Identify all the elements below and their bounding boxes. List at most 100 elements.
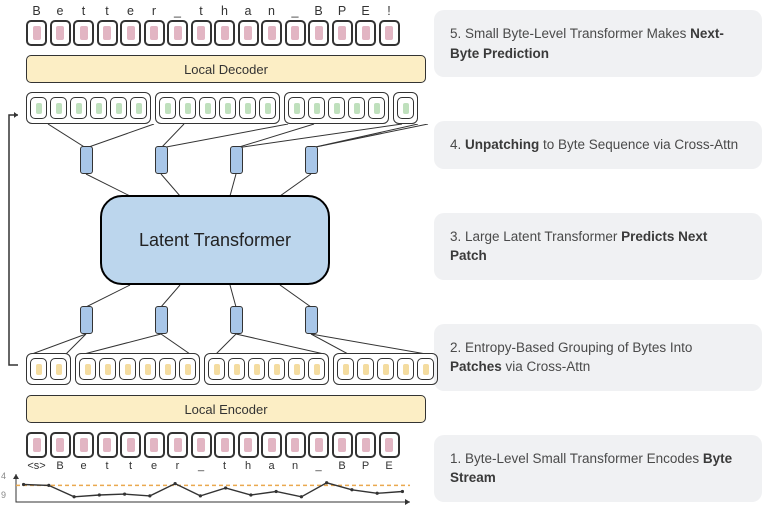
byte-token xyxy=(379,432,400,458)
patch-token xyxy=(288,358,305,380)
local-encoder-label: Local Encoder xyxy=(184,402,267,417)
patch-embedding xyxy=(80,306,93,334)
byte-token xyxy=(144,432,165,458)
input-letter: h xyxy=(238,460,259,472)
output-letter: t xyxy=(97,4,118,18)
entropy-plot xyxy=(6,472,426,510)
byte-token xyxy=(50,20,71,46)
patch-group xyxy=(155,92,280,124)
patch-embedding xyxy=(305,146,318,174)
patch-embedding xyxy=(230,146,243,174)
encoder-patches-row xyxy=(26,353,438,385)
top-patch-embeddings xyxy=(80,146,318,174)
bottom-fanout-lines xyxy=(26,334,430,354)
output-letter: r xyxy=(144,4,165,18)
byte-token xyxy=(191,432,212,458)
byte-token xyxy=(26,432,47,458)
output-letter: e xyxy=(50,4,71,18)
patch-token xyxy=(50,358,67,380)
output-tokens-row xyxy=(26,20,400,46)
patch-token xyxy=(417,358,434,380)
byte-token xyxy=(214,20,235,46)
input-letter: B xyxy=(332,460,353,472)
patch-token xyxy=(199,97,216,119)
patch-embedding xyxy=(230,306,243,334)
local-decoder-box: Local Decoder xyxy=(26,55,426,83)
patch-embedding xyxy=(80,146,93,174)
patch-token xyxy=(79,358,96,380)
byte-token xyxy=(238,432,259,458)
patch-token xyxy=(139,358,156,380)
input-letter: n xyxy=(285,460,306,472)
patch-token xyxy=(288,97,305,119)
output-letter: B xyxy=(26,4,47,18)
byte-token xyxy=(120,20,141,46)
input-letter: P xyxy=(355,460,376,472)
patch-token xyxy=(99,358,116,380)
output-letter: P xyxy=(332,4,353,18)
byte-token xyxy=(167,20,188,46)
input-letter: r xyxy=(167,460,188,472)
byte-token xyxy=(238,20,259,46)
step-item: 3. Large Latent Transformer Predicts Nex… xyxy=(434,213,762,280)
local-encoder-box: Local Encoder xyxy=(26,395,426,423)
input-letter: t xyxy=(120,460,141,472)
byte-token xyxy=(73,432,94,458)
byte-token xyxy=(50,432,71,458)
patch-token xyxy=(239,97,256,119)
byte-token xyxy=(308,20,329,46)
step-item: 5. Small Byte-Level Transformer Makes Ne… xyxy=(434,10,762,77)
output-letter: e xyxy=(120,4,141,18)
byte-token xyxy=(355,20,376,46)
input-letter: t xyxy=(214,460,235,472)
decoder-patches-row xyxy=(26,92,418,124)
patch-token xyxy=(208,358,225,380)
patch-token xyxy=(348,97,365,119)
patch-token xyxy=(357,358,374,380)
steps-panel: 5. Small Byte-Level Transformer Makes Ne… xyxy=(430,0,770,512)
patch-token xyxy=(337,358,354,380)
patch-token xyxy=(119,358,136,380)
byte-token xyxy=(73,20,94,46)
top-into-latent-lines xyxy=(80,174,340,196)
byte-token xyxy=(332,20,353,46)
patch-token xyxy=(179,97,196,119)
byte-token xyxy=(285,432,306,458)
byte-token xyxy=(261,432,282,458)
architecture-diagram: Better_than_BPE! Local Decoder L xyxy=(0,0,430,512)
local-decoder-label: Local Decoder xyxy=(184,62,268,77)
step-item: 4. Unpatching to Byte Sequence via Cross… xyxy=(434,121,762,169)
byte-token xyxy=(97,20,118,46)
patch-embedding xyxy=(155,146,168,174)
output-letter: t xyxy=(191,4,212,18)
output-letter: a xyxy=(238,4,259,18)
input-tokens-row xyxy=(26,432,400,458)
byte-token xyxy=(26,20,47,46)
patch-embedding xyxy=(305,306,318,334)
input-letter: e xyxy=(73,460,94,472)
patch-token xyxy=(248,358,265,380)
patch-group xyxy=(393,92,418,124)
latent-transformer-label: Latent Transformer xyxy=(139,230,291,251)
byte-token xyxy=(144,20,165,46)
byte-token xyxy=(261,20,282,46)
patch-token xyxy=(397,97,414,119)
patch-token xyxy=(328,97,345,119)
byte-token xyxy=(167,432,188,458)
output-letter: t xyxy=(73,4,94,18)
input-letter: E xyxy=(379,460,400,472)
patch-token xyxy=(30,358,47,380)
byte-token xyxy=(191,20,212,46)
patch-token xyxy=(159,97,176,119)
input-letter: <s> xyxy=(26,460,47,472)
patch-token xyxy=(397,358,414,380)
patch-token xyxy=(259,97,276,119)
input-letter: _ xyxy=(191,460,212,472)
latent-transformer-box: Latent Transformer xyxy=(100,195,330,285)
patch-token xyxy=(228,358,245,380)
bottom-into-latent-lines xyxy=(80,285,340,307)
top-fanout-lines xyxy=(26,124,430,148)
output-letters-row: Better_than_BPE! xyxy=(26,4,400,18)
patch-group xyxy=(333,353,438,385)
patch-embedding xyxy=(155,306,168,334)
